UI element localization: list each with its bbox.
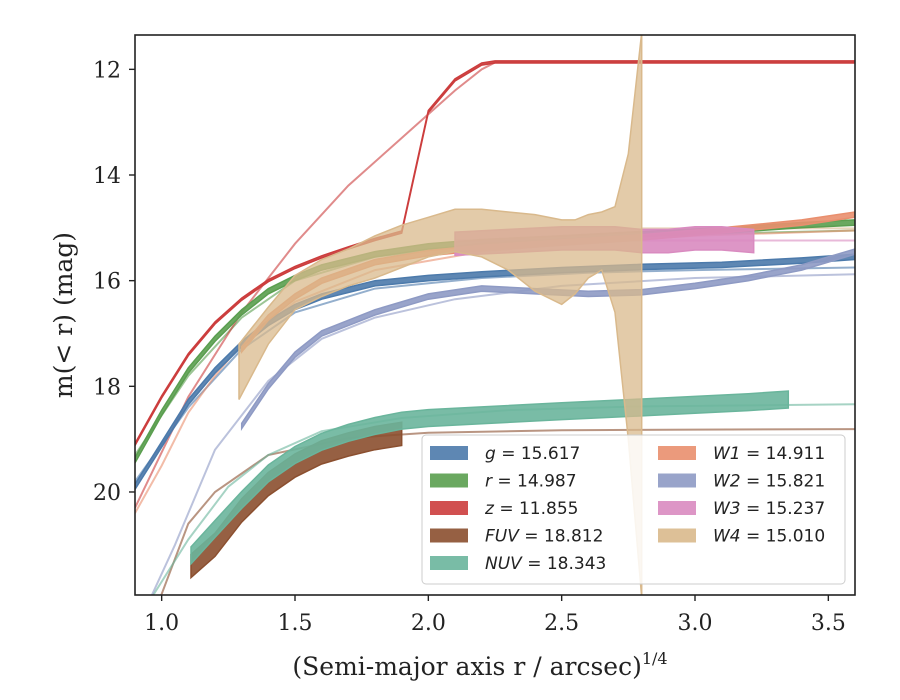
y-tick-label: 14 <box>93 164 121 189</box>
legend-entry-w1: W1 = 14.911 <box>658 444 825 464</box>
legend-entry-nuv: NUV = 18.343 <box>430 554 606 574</box>
y-tick-label: 18 <box>93 375 121 400</box>
data-band-w2 <box>240 248 855 432</box>
legend-entry-r: r = 14.987 <box>430 472 577 492</box>
legend-label: g = 15.617 <box>485 444 580 464</box>
legend-box <box>421 434 846 585</box>
legend-label: FUV = 18.812 <box>485 527 603 547</box>
legend-label: NUV = 18.343 <box>485 554 606 574</box>
x-tick-label: 1.5 <box>278 611 313 636</box>
legend-swatch <box>430 501 468 515</box>
legend-entry-fuv: FUV = 18.812 <box>430 527 603 547</box>
legend-swatch <box>658 446 696 460</box>
legend-swatch <box>430 473 468 488</box>
y-tick-label: 12 <box>93 58 121 83</box>
legend-swatch <box>658 473 696 488</box>
y-tick-label: 20 <box>93 481 121 506</box>
x-axis: 1.0 1.5 2.0 2.5 3.0 3.5 <box>144 595 846 636</box>
x-tick-label: 2.0 <box>411 611 446 636</box>
legend-swatch <box>658 528 696 543</box>
y-axis-label: m(< r) (mag) <box>49 232 78 398</box>
legend: g = 15.617 r = 14.987 z = 11.855 FUV = 18.8… <box>421 434 846 585</box>
legend-entry-w3: W3 = 15.237 <box>658 499 825 519</box>
x-tick-label: 1.0 <box>144 611 179 636</box>
legend-entry-w4: W4 = 15.010 <box>658 527 825 547</box>
legend-swatch <box>430 556 468 570</box>
x-tick-label: 3.5 <box>811 611 846 636</box>
y-axis: 12 14 16 18 20 <box>93 58 135 506</box>
legend-entry-g: g = 15.617 <box>430 444 580 464</box>
data-band-w4 <box>238 35 643 595</box>
legend-label: r = 14.987 <box>485 472 577 492</box>
data-band-r <box>135 219 855 465</box>
plot-area <box>135 35 855 595</box>
legend-label: W3 = 15.237 <box>713 499 825 519</box>
plot-frame <box>134 34 856 596</box>
data-band-z <box>135 60 855 448</box>
x-tick-label: 3.0 <box>678 611 713 636</box>
legend-entry-w2: W2 = 15.821 <box>658 472 825 492</box>
legend-label: W4 = 15.010 <box>713 527 825 547</box>
legend-label: W2 = 15.821 <box>713 472 825 492</box>
legend-swatch <box>658 501 696 515</box>
x-tick-label: 2.5 <box>544 611 579 636</box>
legend-entry-z: z = 11.855 <box>430 499 578 519</box>
data-band-nuv <box>190 390 790 566</box>
legend-label: W1 = 14.911 <box>713 444 825 464</box>
x-axis-label: (Semi-major axis r / arcsec)1/4 <box>292 649 667 681</box>
legend-swatch <box>430 446 468 460</box>
legend-swatch <box>430 528 468 543</box>
y-tick-label: 16 <box>93 270 121 295</box>
legend-label: z = 11.855 <box>484 499 578 519</box>
